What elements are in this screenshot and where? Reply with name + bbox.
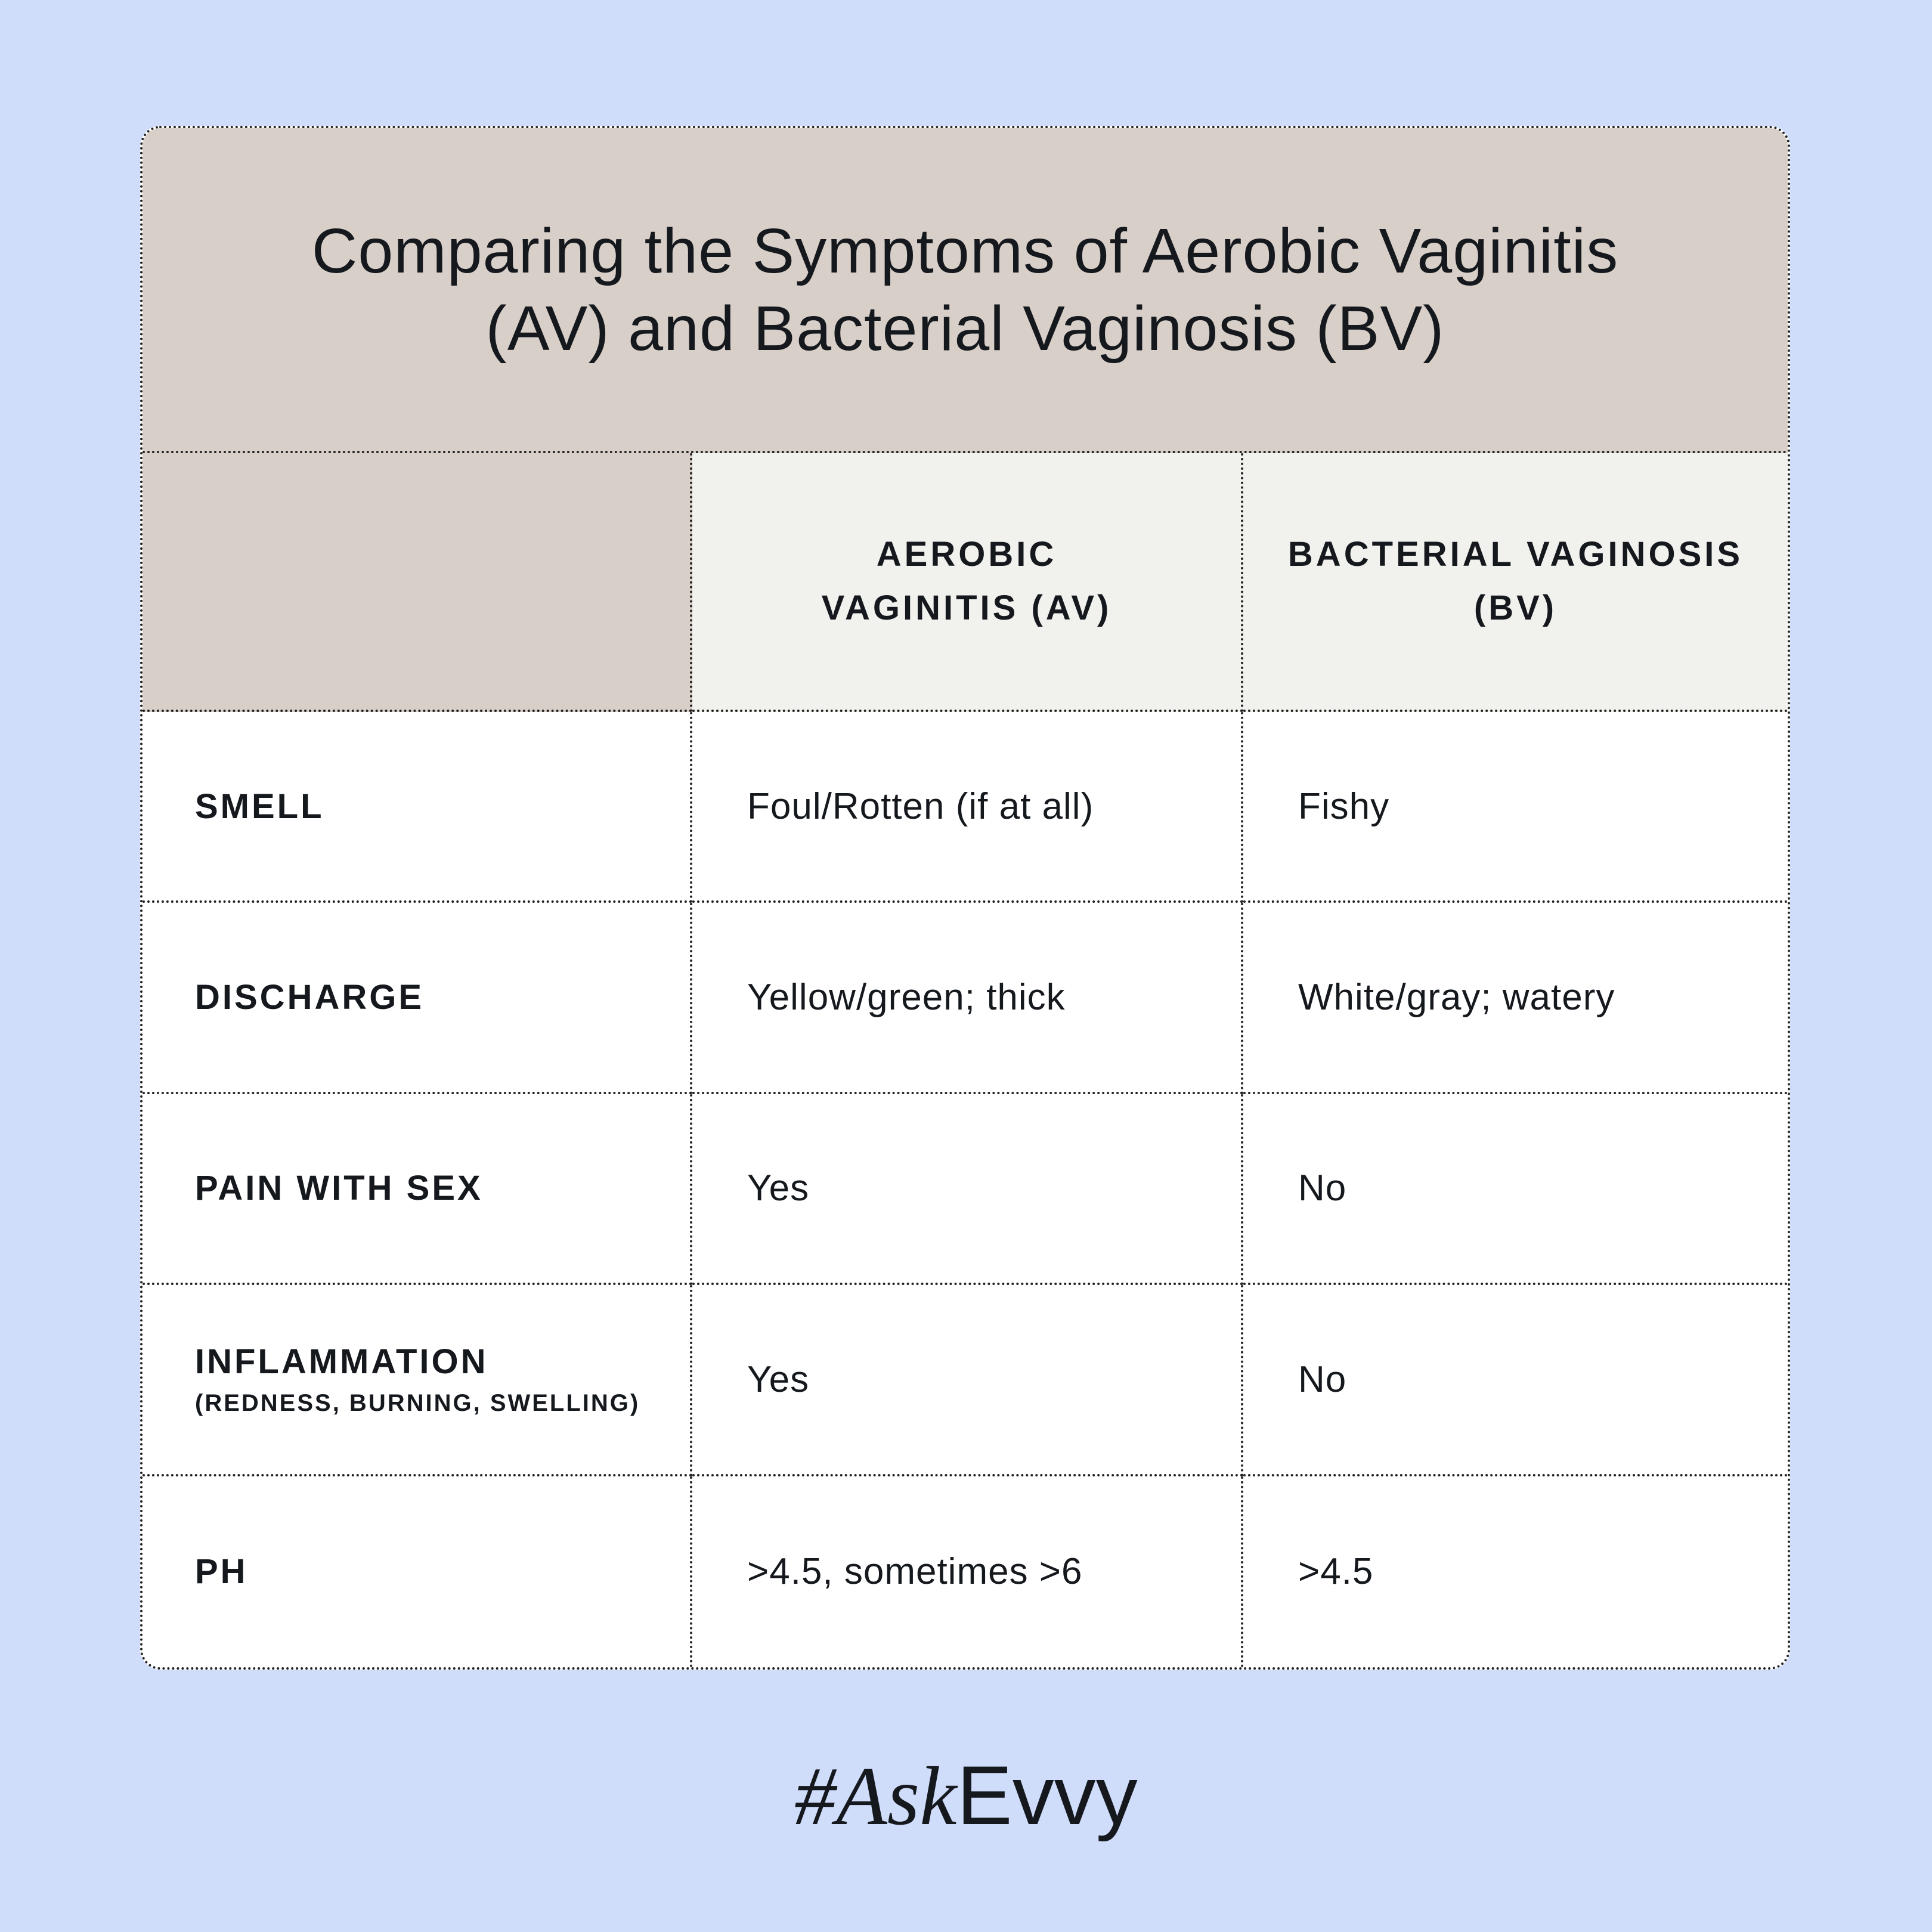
askevvy-logo: #AskEvvy: [0, 1747, 1932, 1844]
page-title: Comparing the Symptoms of Aerobic Vagini…: [311, 215, 1619, 364]
logo-suffix: Evvy: [956, 1748, 1138, 1842]
row-label-inflammation: INFLAMMATION (REDNESS, BURNING, SWELLING…: [143, 1285, 692, 1476]
comparison-table-card: Comparing the Symptoms of Aerobic Vagini…: [140, 126, 1790, 1670]
row-label-smell: SMELL: [143, 712, 692, 903]
column-header-av-text: AEROBIC VAGINITIS (AV): [821, 535, 1112, 627]
av-ph: >4.5, sometimes >6: [692, 1476, 1243, 1667]
row-label-text: PH: [195, 1552, 248, 1592]
row-label-text: INFLAMMATION: [195, 1342, 488, 1382]
row-label-text: DISCHARGE: [195, 978, 425, 1017]
bv-inflammation: No: [1243, 1285, 1788, 1476]
row-label-text: PAIN WITH SEX: [195, 1169, 483, 1208]
row-label-text: SMELL: [195, 787, 324, 826]
title-band: Comparing the Symptoms of Aerobic Vagini…: [143, 128, 1788, 453]
column-header-av: AEROBIC VAGINITIS (AV): [692, 453, 1243, 712]
row-label-discharge: DISCHARGE: [143, 903, 692, 1094]
bv-smell: Fishy: [1243, 712, 1788, 903]
av-discharge: Yellow/green; thick: [692, 903, 1243, 1094]
logo-prefix: #Ask: [794, 1750, 957, 1843]
av-pain: Yes: [692, 1094, 1243, 1286]
bv-discharge: White/gray; watery: [1243, 903, 1788, 1094]
row-sublabel-text: (REDNESS, BURNING, SWELLING): [195, 1390, 640, 1417]
bv-pain: No: [1243, 1094, 1788, 1286]
bv-ph: >4.5: [1298, 1551, 1374, 1593]
av-smell: Foul/Rotten (if at all): [692, 712, 1243, 903]
av-inflammation: Yes: [692, 1285, 1243, 1476]
row-label-pain: PAIN WITH SEX: [143, 1094, 692, 1286]
row-label-ph: PH: [143, 1476, 692, 1667]
column-header-bv: BACTERIAL VAGINOSIS (BV): [1243, 453, 1788, 712]
column-header-bv-text: BACTERIAL VAGINOSIS (BV): [1287, 535, 1744, 627]
comparison-table: AEROBIC VAGINITIS (AV) BACTERIAL VAGINOS…: [143, 453, 1788, 1667]
corner-cell: [143, 453, 692, 712]
